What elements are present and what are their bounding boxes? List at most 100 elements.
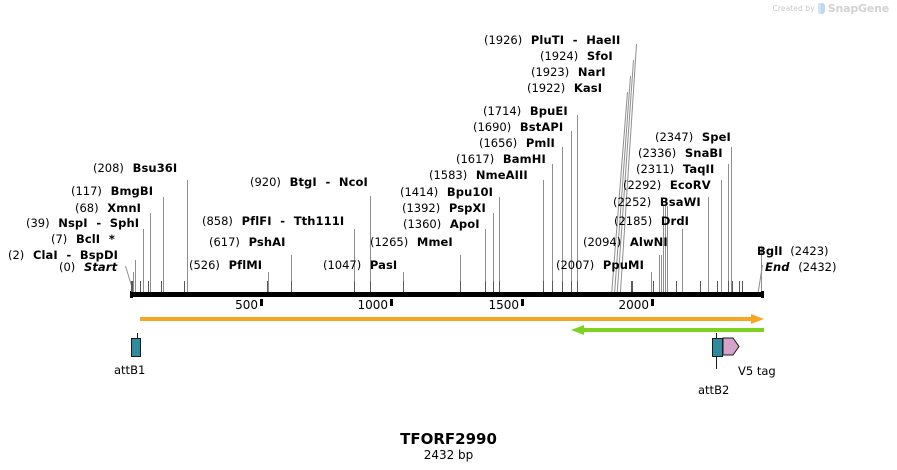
enzyme-label-clai-bspdi[interactable]: (2) ClaI - BspDI <box>8 249 118 261</box>
ruler-minor-tick <box>675 281 677 292</box>
leader-line-ppumi <box>651 272 652 293</box>
enzyme-label-bstapi[interactable]: (1690) BstAPI <box>473 121 563 133</box>
enzyme-pos: (1583) <box>429 168 468 182</box>
enzyme-name: BclI <box>75 232 101 246</box>
enzyme-label-pflfi-tth111i[interactable]: (858) PflFI - Tth111I <box>202 215 344 227</box>
leader-line-clai <box>133 272 134 293</box>
enzyme-pos: (1265) <box>370 235 409 249</box>
enzyme-pos: (39) <box>26 216 50 230</box>
leader-line-alwni-b <box>661 255 662 293</box>
enzyme-label-ecorv[interactable]: (2292) EcoRV <box>623 179 711 191</box>
enzyme-label-nari[interactable]: (1923) NarI <box>531 66 606 78</box>
enzyme-label-bamhi[interactable]: (1617) BamHI <box>456 153 546 165</box>
ruler-tick-1000 <box>390 299 393 306</box>
enzyme-name: BsaWI <box>659 195 701 209</box>
enzyme-pos: (117) <box>71 184 102 198</box>
page-title: TFORF2990 <box>400 430 497 448</box>
orf-reverse-arrow-head <box>571 325 584 335</box>
enzyme-label-bpu10i[interactable]: (1414) Bpu10I <box>400 186 493 198</box>
enzyme-name: NspI <box>58 216 88 230</box>
enzyme-label-snabi[interactable]: (2336) SnaBI <box>638 147 723 159</box>
ruler-minor-tick <box>484 281 486 292</box>
enzyme-name: PspXI <box>448 201 486 215</box>
enzyme-name: PflMI <box>228 258 263 272</box>
feature-v5-tag[interactable]: V5 tag <box>722 333 776 378</box>
v5-tag-pentagon-icon <box>722 337 740 356</box>
enzyme-name: Bsu36I <box>132 161 178 175</box>
enzyme-label-pluti-haeii[interactable]: (1926) PluTI - HaeII <box>484 34 620 46</box>
ruler-minor-tick <box>160 281 162 292</box>
enzyme-name: NarI <box>577 65 606 79</box>
ruler-minor-tick <box>732 281 734 292</box>
orf-reverse-arrow[interactable] <box>571 325 764 335</box>
enzyme-label-sfoi[interactable]: (1924) SfoI <box>540 50 613 62</box>
enzyme-pos: (920) <box>250 175 281 189</box>
leader-line-nmeaiii <box>543 180 544 293</box>
enzyme-pos: (1922) <box>527 81 566 95</box>
enzyme-label-ppumi[interactable]: (2007) PpuMI <box>556 259 644 271</box>
watermark-brand-text: SnapGene <box>827 2 889 15</box>
ruler-tick-1500 <box>521 299 524 306</box>
enzyme-label-alwni[interactable]: (2094) AlwNI <box>583 236 668 248</box>
orf-forward-arrow-body <box>140 317 752 321</box>
enzyme-label-btgi-ncoi[interactable]: (920) BtgI - NcoI <box>250 176 368 188</box>
enzyme-label-pspxi[interactable]: (1392) PspXI <box>402 202 486 214</box>
enzyme-label-pmli[interactable]: (1656) PmlI <box>479 137 555 149</box>
snapgene-logo-icon <box>817 3 825 14</box>
enzyme-label-taqii[interactable]: (2311) TaqII <box>636 163 714 175</box>
enzyme-label-bsu36i[interactable]: (208) Bsu36I <box>93 162 177 174</box>
enzyme-pos: (2185) <box>614 214 653 228</box>
ruler-minor-tick <box>492 281 494 292</box>
leader-line-btgi <box>370 196 371 293</box>
enzyme-label-mmei[interactable]: (1265) MmeI <box>370 236 453 248</box>
leader-line-pmli <box>562 147 563 293</box>
ruler-minor-tick <box>131 281 133 292</box>
leader-line-bsu36i <box>187 180 188 293</box>
ruler-minor-tick <box>570 281 572 292</box>
ruler-tick-label-1500: 1500 <box>488 298 519 312</box>
enzyme-pos: (2347) <box>655 130 694 144</box>
backbone-start-cap <box>130 291 133 298</box>
enzyme-name: Bpu10I <box>446 185 493 199</box>
enzyme-pos: (1047) <box>323 258 362 272</box>
end-label[interactable]: End (2432) <box>765 261 836 273</box>
enzyme-label-bgli[interactable]: BglI (2423) <box>757 245 829 257</box>
enzyme-pos: (1392) <box>402 201 441 215</box>
enzyme-label-kasi[interactable]: (1922) KasI <box>527 82 602 94</box>
enzyme-label-pasi[interactable]: (1047) PasI <box>323 259 397 271</box>
leader-line-pspxi <box>493 213 494 293</box>
enzyme-label-bcli[interactable]: (7) BclI * <box>51 233 115 245</box>
enzyme-label-drdi[interactable]: (2185) DrdI <box>614 215 689 227</box>
attb2-label: attB2 <box>698 383 730 397</box>
enzyme-label-spei[interactable]: (2347) SpeI <box>655 131 731 143</box>
ruler-tick-500 <box>260 299 263 306</box>
enzyme-pos: (526) <box>189 258 220 272</box>
enzyme-pos: (858) <box>202 214 233 228</box>
ruler-tick-label-1000: 1000 <box>357 298 388 312</box>
enzyme-name: BamHI <box>502 152 546 166</box>
enzyme-label-bmgbi[interactable]: (117) BmgBI <box>71 185 153 197</box>
enzyme-label-bpuei[interactable]: (1714) BpuEI <box>483 105 568 117</box>
leader-line-pshai <box>291 255 292 293</box>
ruler-minor-tick <box>353 281 355 292</box>
sequence-backbone[interactable] <box>130 291 764 298</box>
ruler-minor-tick <box>631 281 633 292</box>
leader-line-bcli <box>135 260 136 293</box>
start-name: Start <box>83 260 118 274</box>
enzyme-label-pflmi[interactable]: (526) PflMI <box>189 259 262 271</box>
enzyme-pos: (208) <box>93 161 124 175</box>
enzyme-label-pshai[interactable]: (617) PshAI <box>209 236 286 248</box>
ruler-minor-tick <box>561 281 563 292</box>
enzyme-name: XmnI <box>107 201 141 215</box>
enzyme-label-nspi-sphi[interactable]: (39) NspI - SphI <box>26 217 139 229</box>
enzyme-name-2: HaeII <box>586 33 621 47</box>
enzyme-pos: (1360) <box>403 217 442 231</box>
enzyme-label-apoi[interactable]: (1360) ApoI <box>403 218 480 230</box>
end-pos: (2432) <box>798 260 837 274</box>
enzyme-label-nmeaiii[interactable]: (1583) NmeAIII <box>429 169 528 181</box>
enzyme-label-xmni[interactable]: (68) XmnI <box>75 202 141 214</box>
start-label[interactable]: (0) Start <box>59 261 117 273</box>
enzyme-label-bsawi[interactable]: (2252) BsaWI <box>613 196 701 208</box>
orf-forward-arrow[interactable] <box>140 314 764 324</box>
